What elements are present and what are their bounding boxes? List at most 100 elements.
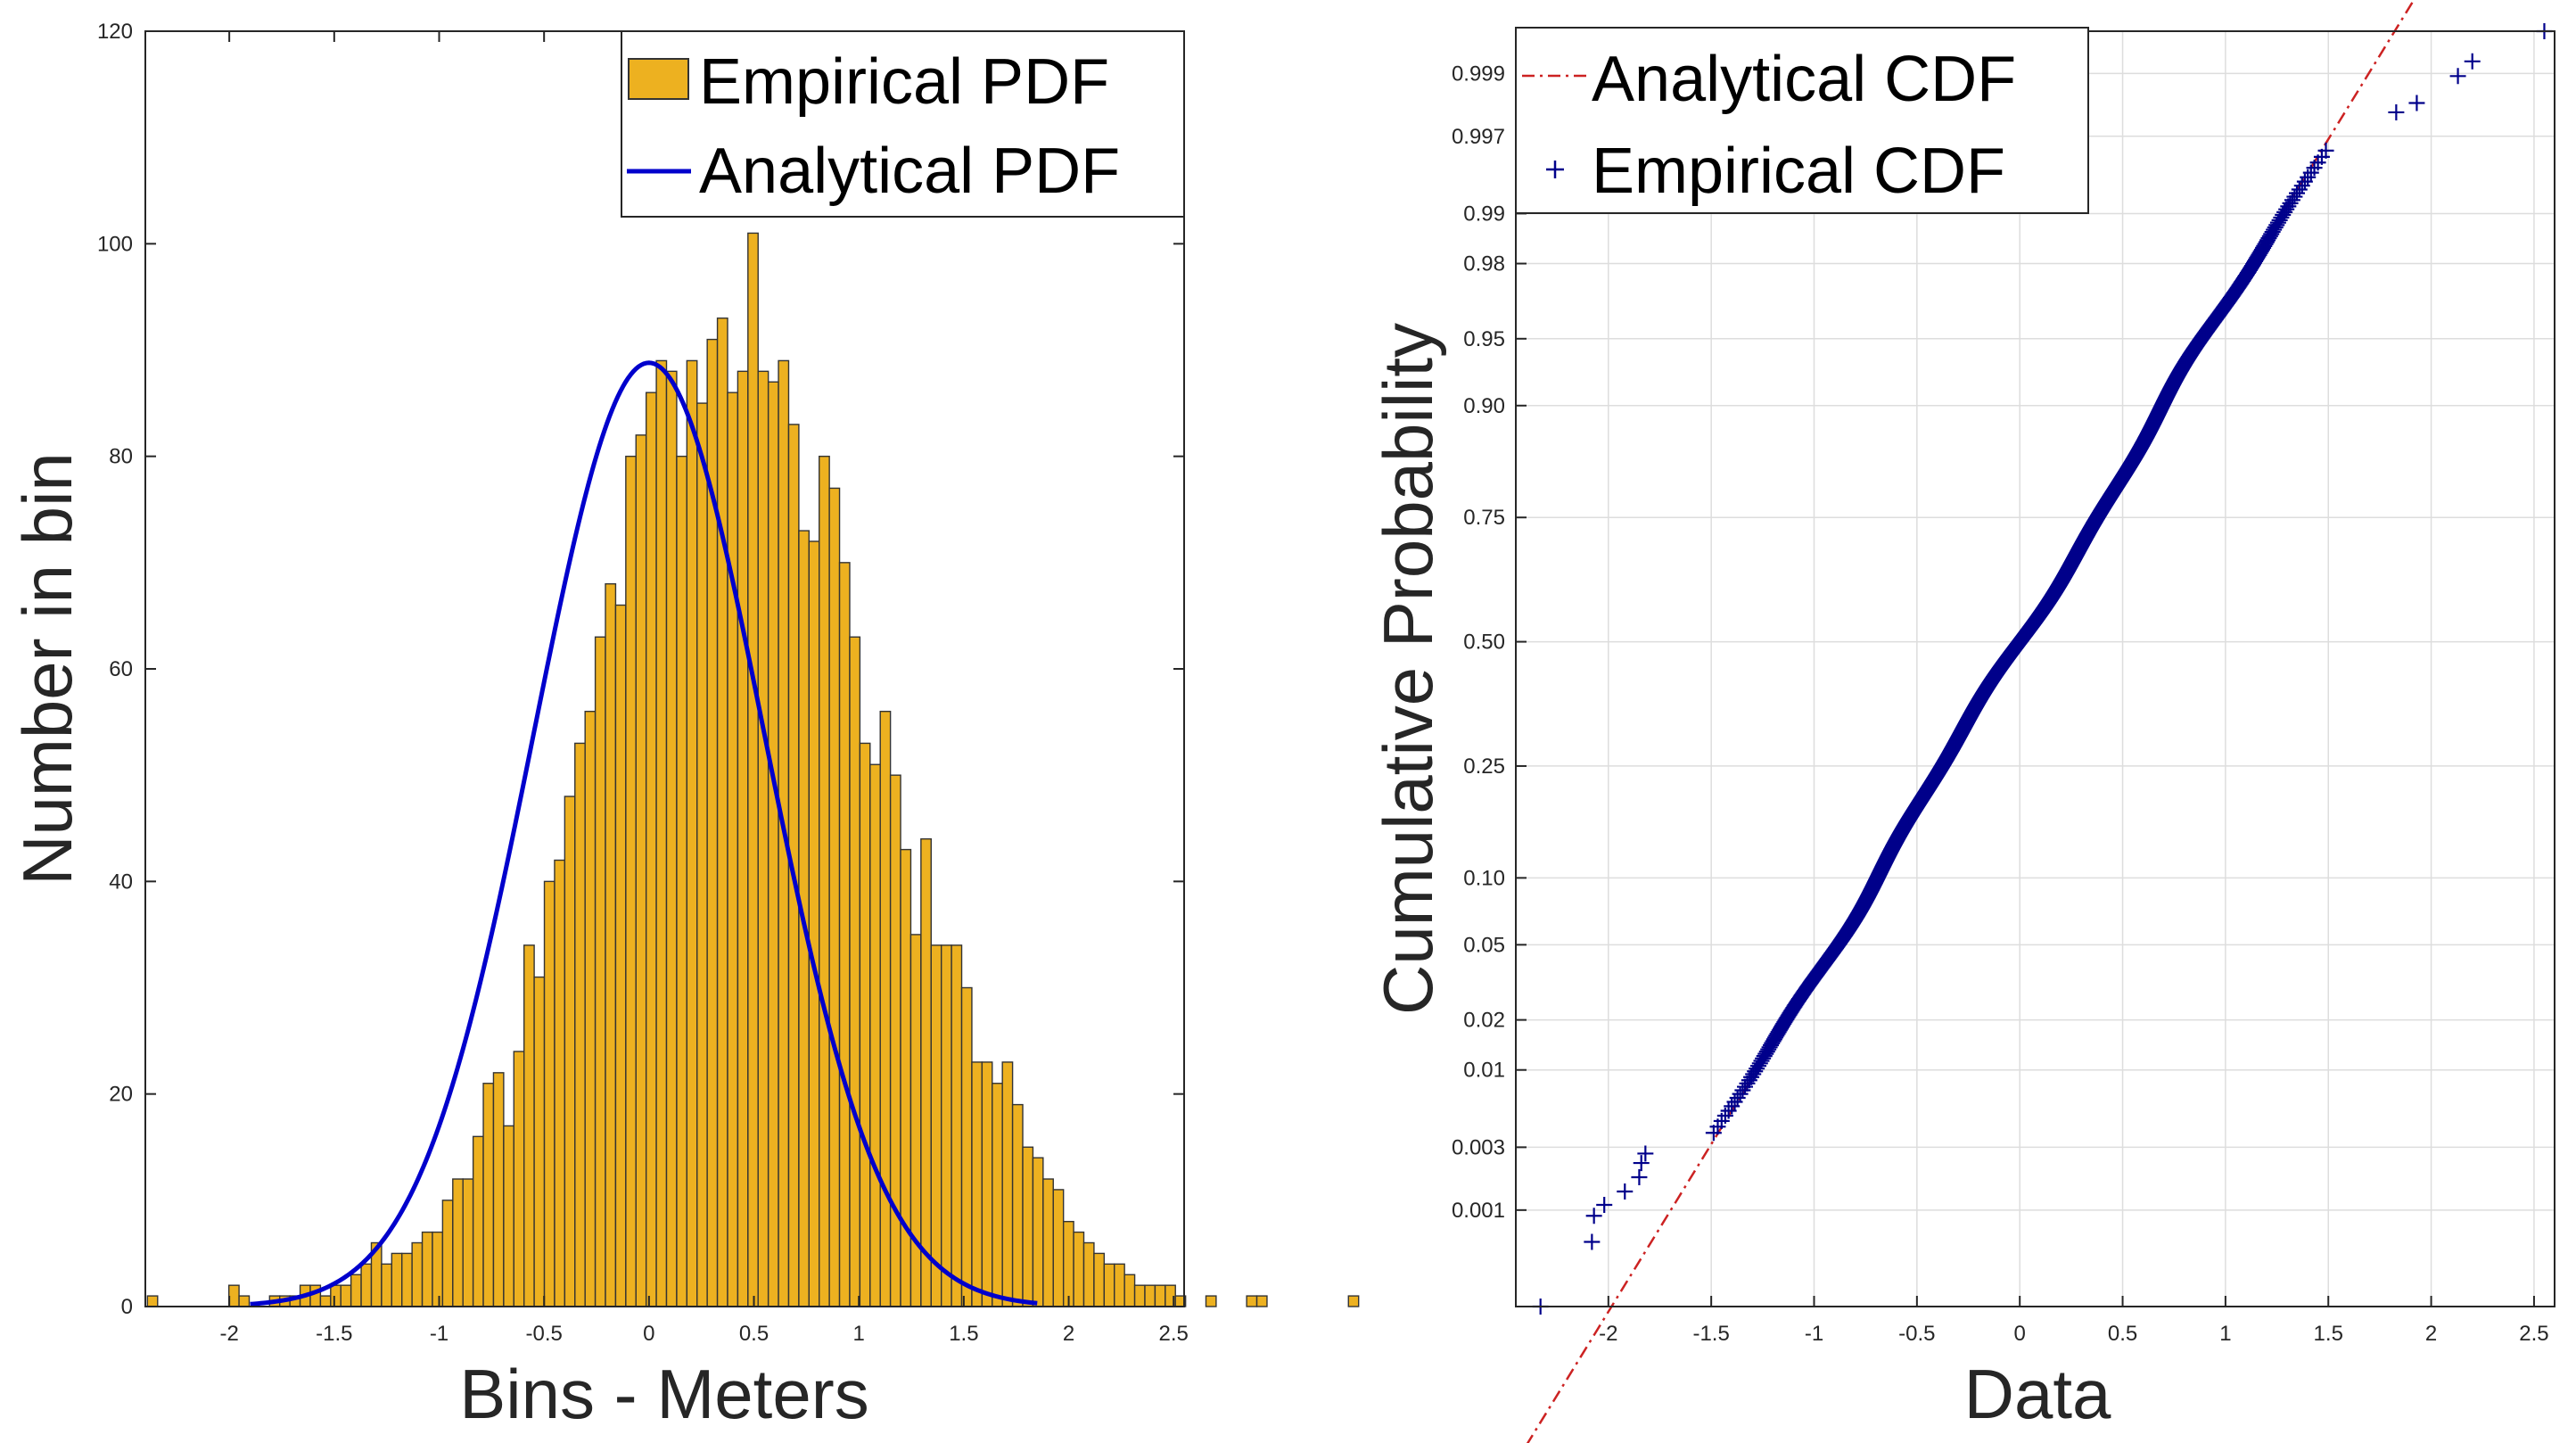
histogram-bar bbox=[533, 976, 546, 1307]
histogram-x-tick-label: 2.5 bbox=[1159, 1322, 1189, 1346]
probability-x-tick-label: 0.5 bbox=[2108, 1322, 2137, 1346]
probability-legend: Analytical CDF Empirical CDF bbox=[1515, 27, 2089, 214]
histogram-bar bbox=[1052, 1189, 1065, 1307]
histogram-bar bbox=[686, 359, 698, 1307]
histogram-bar bbox=[503, 1125, 514, 1307]
histogram-bar bbox=[1093, 1252, 1106, 1307]
probability-y-tick-label: 0.01 bbox=[1463, 1059, 1505, 1083]
histogram-bar bbox=[1246, 1295, 1258, 1307]
histogram-bar bbox=[513, 1051, 525, 1307]
histogram-bar bbox=[696, 402, 708, 1307]
histogram-bar bbox=[330, 1284, 342, 1307]
histogram-bar bbox=[564, 796, 576, 1307]
histogram-bar bbox=[594, 636, 606, 1307]
empirical-cdf-legend-marker bbox=[1546, 161, 1564, 178]
empirical-cdf-point bbox=[2293, 177, 2310, 194]
histogram-bar bbox=[543, 880, 556, 1307]
histogram-bar bbox=[401, 1252, 413, 1307]
histogram-chart: -2 -1.5 -1 -0.5 0 0.5 1 1.5 2 2.5 0 20 40 60 80 100 120… bbox=[8, 20, 1360, 1433]
histogram-bar bbox=[340, 1284, 352, 1307]
histogram-bar bbox=[676, 455, 688, 1307]
probability-y-tick-label: 0.997 bbox=[1452, 125, 1505, 149]
histogram-bar bbox=[737, 370, 749, 1307]
analytical-pdf-path bbox=[250, 360, 1038, 1307]
histogram-bar bbox=[747, 232, 759, 1307]
histogram-bar bbox=[879, 710, 892, 1307]
histogram-y-tick-label: 20 bbox=[109, 1083, 133, 1107]
histogram-bar bbox=[635, 434, 647, 1307]
histogram-bar bbox=[584, 710, 597, 1307]
histogram-y-ticks: 0 20 40 60 80 100 120 bbox=[97, 20, 1184, 1319]
probability-y-tick-label: 0.90 bbox=[1463, 394, 1505, 418]
histogram-bar bbox=[381, 1263, 393, 1307]
histogram-bar bbox=[869, 763, 881, 1307]
histogram-bar bbox=[1042, 1178, 1054, 1307]
histogram-bar bbox=[1073, 1231, 1085, 1307]
histogram-bar bbox=[951, 944, 963, 1307]
histogram-bar bbox=[350, 1274, 362, 1307]
empirical-cdf-point bbox=[1596, 1196, 1613, 1213]
probability-y-tick-label: 0.75 bbox=[1463, 506, 1505, 530]
probability-x-tick-label: 2.5 bbox=[2519, 1322, 2548, 1346]
empirical-cdf-point bbox=[2408, 95, 2425, 111]
histogram-bar bbox=[432, 1231, 444, 1307]
histogram-y-tick-label: 0 bbox=[121, 1295, 133, 1319]
probability-x-tick-label: -2 bbox=[1599, 1322, 1617, 1346]
histogram-bar bbox=[971, 1061, 983, 1307]
histogram-bar bbox=[614, 604, 627, 1307]
histogram-x-ticks: -2 -1.5 -1 -0.5 0 0.5 1 1.5 2 2.5 bbox=[219, 31, 1189, 1346]
histogram-bar bbox=[472, 1135, 484, 1307]
empirical-cdf-point bbox=[1737, 1078, 1753, 1095]
empirical-cdf-point bbox=[1617, 1183, 1634, 1200]
histogram-bar bbox=[1082, 1241, 1095, 1307]
histogram-bar bbox=[1103, 1263, 1115, 1307]
histogram-bar bbox=[920, 837, 932, 1307]
probability-x-tick-label: -0.5 bbox=[1898, 1322, 1935, 1346]
probability-x-tick-label: -1.5 bbox=[1692, 1322, 1729, 1346]
histogram-x-tick-label: -0.5 bbox=[525, 1322, 562, 1346]
histogram-x-tick-label: -1.5 bbox=[316, 1322, 352, 1346]
histogram-bar bbox=[441, 1200, 454, 1307]
histogram-bar bbox=[360, 1263, 373, 1307]
histogram-x-tick-label: 2 bbox=[1063, 1322, 1074, 1346]
empirical-pdf-legend-swatch bbox=[628, 58, 689, 100]
probability-x-tick-label: -1 bbox=[1805, 1322, 1823, 1346]
empirical-cdf-point bbox=[1631, 1169, 1648, 1185]
histogram-bar bbox=[1114, 1263, 1125, 1307]
histogram-bar bbox=[1154, 1284, 1166, 1307]
histogram-bar bbox=[1001, 1061, 1014, 1307]
empirical-cdf-point bbox=[2296, 173, 2313, 190]
histogram-bar bbox=[391, 1252, 403, 1307]
histogram-bar bbox=[1022, 1146, 1034, 1307]
histogram-bar bbox=[1347, 1295, 1360, 1307]
histogram-bar bbox=[838, 562, 851, 1307]
probability-y-tick-label: 0.50 bbox=[1463, 631, 1505, 655]
histogram-legend-box bbox=[621, 30, 1185, 218]
histogram-bar bbox=[605, 582, 617, 1307]
histogram-bar bbox=[1123, 1274, 1136, 1307]
probability-y-tick-label: 0.98 bbox=[1463, 252, 1505, 276]
histogram-bar bbox=[940, 944, 952, 1307]
probability-x-tick-label: 0 bbox=[2014, 1322, 2026, 1346]
empirical-cdf-point bbox=[2449, 68, 2466, 85]
histogram-bar bbox=[227, 1284, 240, 1307]
histogram-bar bbox=[960, 986, 973, 1307]
probability-x-tick-label: 1 bbox=[2219, 1322, 2231, 1346]
empirical-cdf-point bbox=[1724, 1098, 1741, 1115]
empirical-cdf-point bbox=[2261, 227, 2278, 244]
histogram-x-tick-label: -1 bbox=[430, 1322, 449, 1346]
histogram-bar bbox=[849, 636, 861, 1307]
probability-y-tick-label: 0.05 bbox=[1463, 933, 1505, 957]
histogram-bar bbox=[859, 742, 871, 1307]
histogram-legend: Empirical PDF Analytical PDF bbox=[621, 30, 1185, 218]
histogram-bar bbox=[492, 1072, 505, 1307]
histogram-bar bbox=[981, 1061, 993, 1307]
probability-y-tick-label: 0.02 bbox=[1463, 1009, 1505, 1033]
histogram-bar bbox=[819, 455, 830, 1307]
histogram-x-tick-label: 1.5 bbox=[949, 1322, 978, 1346]
histogram-y-tick-label: 120 bbox=[97, 20, 133, 44]
probability-y-tick-label: 0.001 bbox=[1452, 1199, 1505, 1223]
histogram-bar bbox=[1144, 1284, 1156, 1307]
histogram-bar bbox=[1032, 1157, 1044, 1307]
